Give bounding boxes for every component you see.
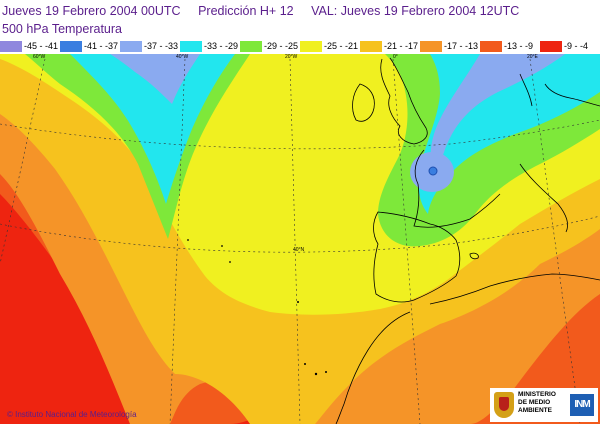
islands: [187, 239, 327, 376]
legend-label: -29 - -25: [264, 41, 299, 51]
forecast-hour: Predicción H+ 12: [198, 4, 294, 18]
meridian-label-60w: 60°W: [33, 54, 46, 60]
temperature-map: 60°W 40°W 20°W 0° 20°E 40°N: [0, 54, 600, 424]
baleares-coast: [469, 252, 479, 260]
meridian-0: [392, 58, 421, 424]
low-center-marker: [428, 166, 438, 176]
band-lightblue: [110, 54, 200, 104]
legend-label: -37 - -33: [144, 41, 179, 51]
legend-label: -21 - -17: [384, 41, 419, 51]
parallel-label-40n: 40°N: [293, 247, 305, 253]
legend-swatch: [540, 41, 562, 52]
africa-coast: [335, 273, 600, 424]
legend-item: -37 - -33: [120, 40, 180, 53]
legend-item: -33 - -29: [180, 40, 240, 53]
legend-swatch: [0, 41, 22, 52]
band-lightblue-east: [430, 54, 565, 184]
legend-label: -33 - -29: [204, 41, 239, 51]
canary-island: [314, 372, 318, 376]
legend-swatch: [480, 41, 502, 52]
legend-item: -9 - -4: [540, 40, 600, 53]
legend-label: -45 - -41: [24, 41, 59, 51]
run-time: Jueves 19 Febrero 2004 00UTC: [2, 4, 181, 18]
meridian-label-20w: 20°W: [285, 54, 298, 60]
legend-label: -9 - -4: [564, 41, 589, 51]
coastlines: [335, 57, 600, 424]
inm-logo: INM: [570, 394, 594, 416]
legend-swatch: [240, 41, 262, 52]
ministry-text: MINISTERIO DE MEDIO AMBIENTE: [518, 391, 556, 415]
meridian-label-0: 0°: [393, 54, 398, 60]
legend-swatch: [60, 41, 82, 52]
italy-coast: [519, 163, 568, 233]
britain-coast: [380, 57, 428, 145]
legend-label: -17 - -13: [444, 41, 479, 51]
graticule: [0, 58, 600, 424]
legend-item: -41 - -37: [60, 40, 120, 53]
azores-island: [187, 239, 189, 241]
canary-island: [325, 371, 327, 373]
ministry-line: AMBIENTE: [518, 407, 552, 414]
parallel-40n: [0, 215, 600, 253]
legend-label: -25 - -21: [324, 41, 359, 51]
credit-text: © Instituto Nacional de Meteorología: [7, 410, 137, 419]
meridian-20w: [289, 58, 301, 424]
legend-label: -41 - -37: [84, 41, 119, 51]
coat-of-arms-icon: [494, 392, 514, 418]
header: Jueves 19 Febrero 2004 00UTC Predicción …: [0, 0, 600, 40]
legend-label: -13 - -9: [504, 41, 534, 51]
canary-island: [304, 363, 306, 365]
azores-island: [229, 261, 231, 263]
france-coast: [413, 149, 501, 228]
legend-item: -21 - -17: [360, 40, 420, 53]
legend-swatch: [180, 41, 202, 52]
band-cyan: [70, 54, 235, 204]
valid-time: VAL: Jueves 19 Febrero 2004 12UTC: [311, 4, 520, 18]
ministry-line: DE MEDIO: [518, 399, 551, 406]
legend-swatch: [360, 41, 382, 52]
iberia-coast: [373, 211, 461, 303]
legend-item: -45 - -41: [0, 40, 60, 53]
meridian-label-20e: 20°E: [527, 54, 539, 60]
legend-swatch: [120, 41, 142, 52]
meridian-40w: [169, 58, 186, 424]
meridian-20e: [529, 58, 581, 424]
madeira-island: [297, 301, 299, 303]
title-line: Jueves 19 Febrero 2004 00UTC Predicción …: [2, 4, 533, 18]
ministry-line: MINISTERIO: [518, 391, 556, 398]
color-legend: -45 - -41 -41 - -37 -37 - -33 -33 - -29 …: [0, 40, 600, 53]
field-name: 500 hPa Temperatura: [2, 22, 122, 36]
ireland-coast: [352, 83, 375, 122]
legend-item: -13 - -9: [480, 40, 540, 53]
ministry-logo: MINISTERIO DE MEDIO AMBIENTE INM: [490, 388, 598, 422]
legend-item: -29 - -25: [240, 40, 300, 53]
azores-island: [221, 245, 223, 247]
legend-swatch: [300, 41, 322, 52]
legend-item: -25 - -21: [300, 40, 360, 53]
legend-swatch: [420, 41, 442, 52]
denmark-coast: [519, 73, 600, 107]
legend-item: -17 - -13: [420, 40, 480, 53]
meridian-label-40w: 40°W: [176, 54, 189, 60]
